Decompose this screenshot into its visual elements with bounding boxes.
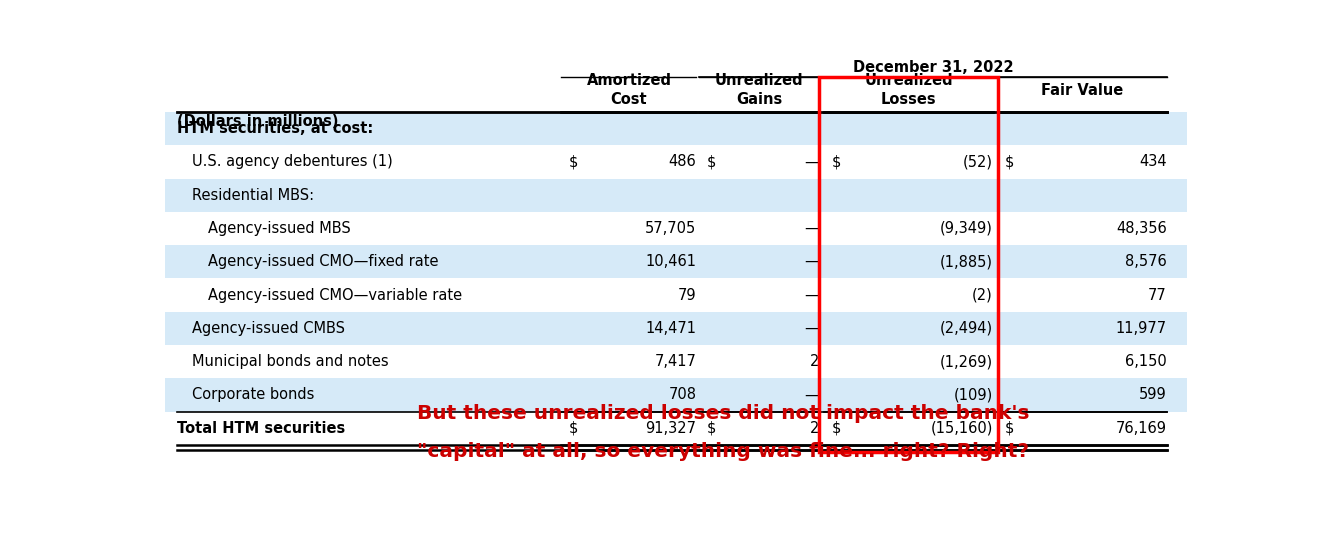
Text: Total HTM securities: Total HTM securities [177, 420, 346, 436]
Bar [165, 311, 1187, 345]
Text: $: $ [831, 420, 840, 436]
Text: Unrealized
Losses: Unrealized Losses [864, 74, 952, 107]
Text: 10,461: 10,461 [645, 255, 696, 269]
Bar [165, 179, 1187, 212]
Text: (9,349): (9,349) [940, 221, 993, 236]
Text: (1,885): (1,885) [940, 255, 993, 269]
Bar [165, 112, 1187, 146]
Text: $: $ [1005, 155, 1014, 169]
Text: 79: 79 [678, 288, 696, 302]
Text: U.S. agency debentures (1): U.S. agency debentures (1) [193, 155, 393, 169]
Text: 6,150: 6,150 [1125, 354, 1167, 369]
Text: 48,356: 48,356 [1116, 221, 1167, 236]
Text: (2,494): (2,494) [939, 321, 993, 336]
Bar [165, 245, 1187, 278]
Text: 7,417: 7,417 [654, 354, 696, 369]
Text: "capital" at all, so everything was fine... right? Right?: "capital" at all, so everything was fine… [417, 441, 1029, 461]
Text: (109): (109) [954, 387, 993, 402]
Text: 2: 2 [810, 354, 819, 369]
Text: 599: 599 [1138, 387, 1167, 402]
Text: December 31, 2022: December 31, 2022 [853, 60, 1013, 75]
Text: But these unrealized losses did not impact the bank's: But these unrealized losses did not impa… [417, 404, 1029, 423]
Text: Unrealized
Gains: Unrealized Gains [715, 74, 803, 107]
Text: —: — [805, 288, 819, 302]
Text: $: $ [707, 155, 716, 169]
Text: Agency-issued MBS: Agency-issued MBS [208, 221, 351, 236]
Bar [819, 77, 998, 452]
Text: —: — [805, 387, 819, 402]
Text: 77: 77 [1148, 288, 1167, 302]
Text: (15,160): (15,160) [930, 420, 993, 436]
Text: 8,576: 8,576 [1125, 255, 1167, 269]
Text: Corporate bonds: Corporate bonds [193, 387, 315, 402]
Text: 14,471: 14,471 [645, 321, 696, 336]
Text: Amortized
Cost: Amortized Cost [587, 74, 671, 107]
Bar [165, 278, 1187, 311]
Text: —: — [805, 221, 819, 236]
Text: 486: 486 [669, 155, 696, 169]
Text: 11,977: 11,977 [1116, 321, 1167, 336]
Bar [165, 345, 1187, 378]
Text: —: — [805, 321, 819, 336]
Text: Agency-issued CMO—fixed rate: Agency-issued CMO—fixed rate [208, 255, 438, 269]
Text: $: $ [568, 420, 578, 436]
Text: (Dollars in millions): (Dollars in millions) [177, 114, 339, 129]
Text: 57,705: 57,705 [645, 221, 696, 236]
Text: $: $ [568, 155, 578, 169]
Text: 708: 708 [669, 387, 696, 402]
Text: Municipal bonds and notes: Municipal bonds and notes [193, 354, 389, 369]
Text: 76,169: 76,169 [1116, 420, 1167, 436]
Bar [165, 411, 1187, 445]
Text: (52): (52) [963, 155, 993, 169]
Text: $: $ [707, 420, 716, 436]
Text: (1,269): (1,269) [939, 354, 993, 369]
Text: HTM securities, at cost:: HTM securities, at cost: [177, 121, 373, 136]
Text: $: $ [831, 155, 840, 169]
Text: Fair Value: Fair Value [1041, 83, 1124, 98]
Text: Agency-issued CMBS: Agency-issued CMBS [193, 321, 346, 336]
Text: 91,327: 91,327 [645, 420, 696, 436]
Text: (2): (2) [972, 288, 993, 302]
Bar [165, 212, 1187, 245]
Text: —: — [805, 255, 819, 269]
Text: —: — [805, 155, 819, 169]
Text: Residential MBS:: Residential MBS: [193, 188, 315, 202]
Text: 434: 434 [1140, 155, 1167, 169]
Bar [165, 146, 1187, 179]
Bar [165, 378, 1187, 411]
Text: $: $ [1005, 420, 1014, 436]
Text: 2: 2 [810, 420, 819, 436]
Text: Agency-issued CMO—variable rate: Agency-issued CMO—variable rate [208, 288, 462, 302]
